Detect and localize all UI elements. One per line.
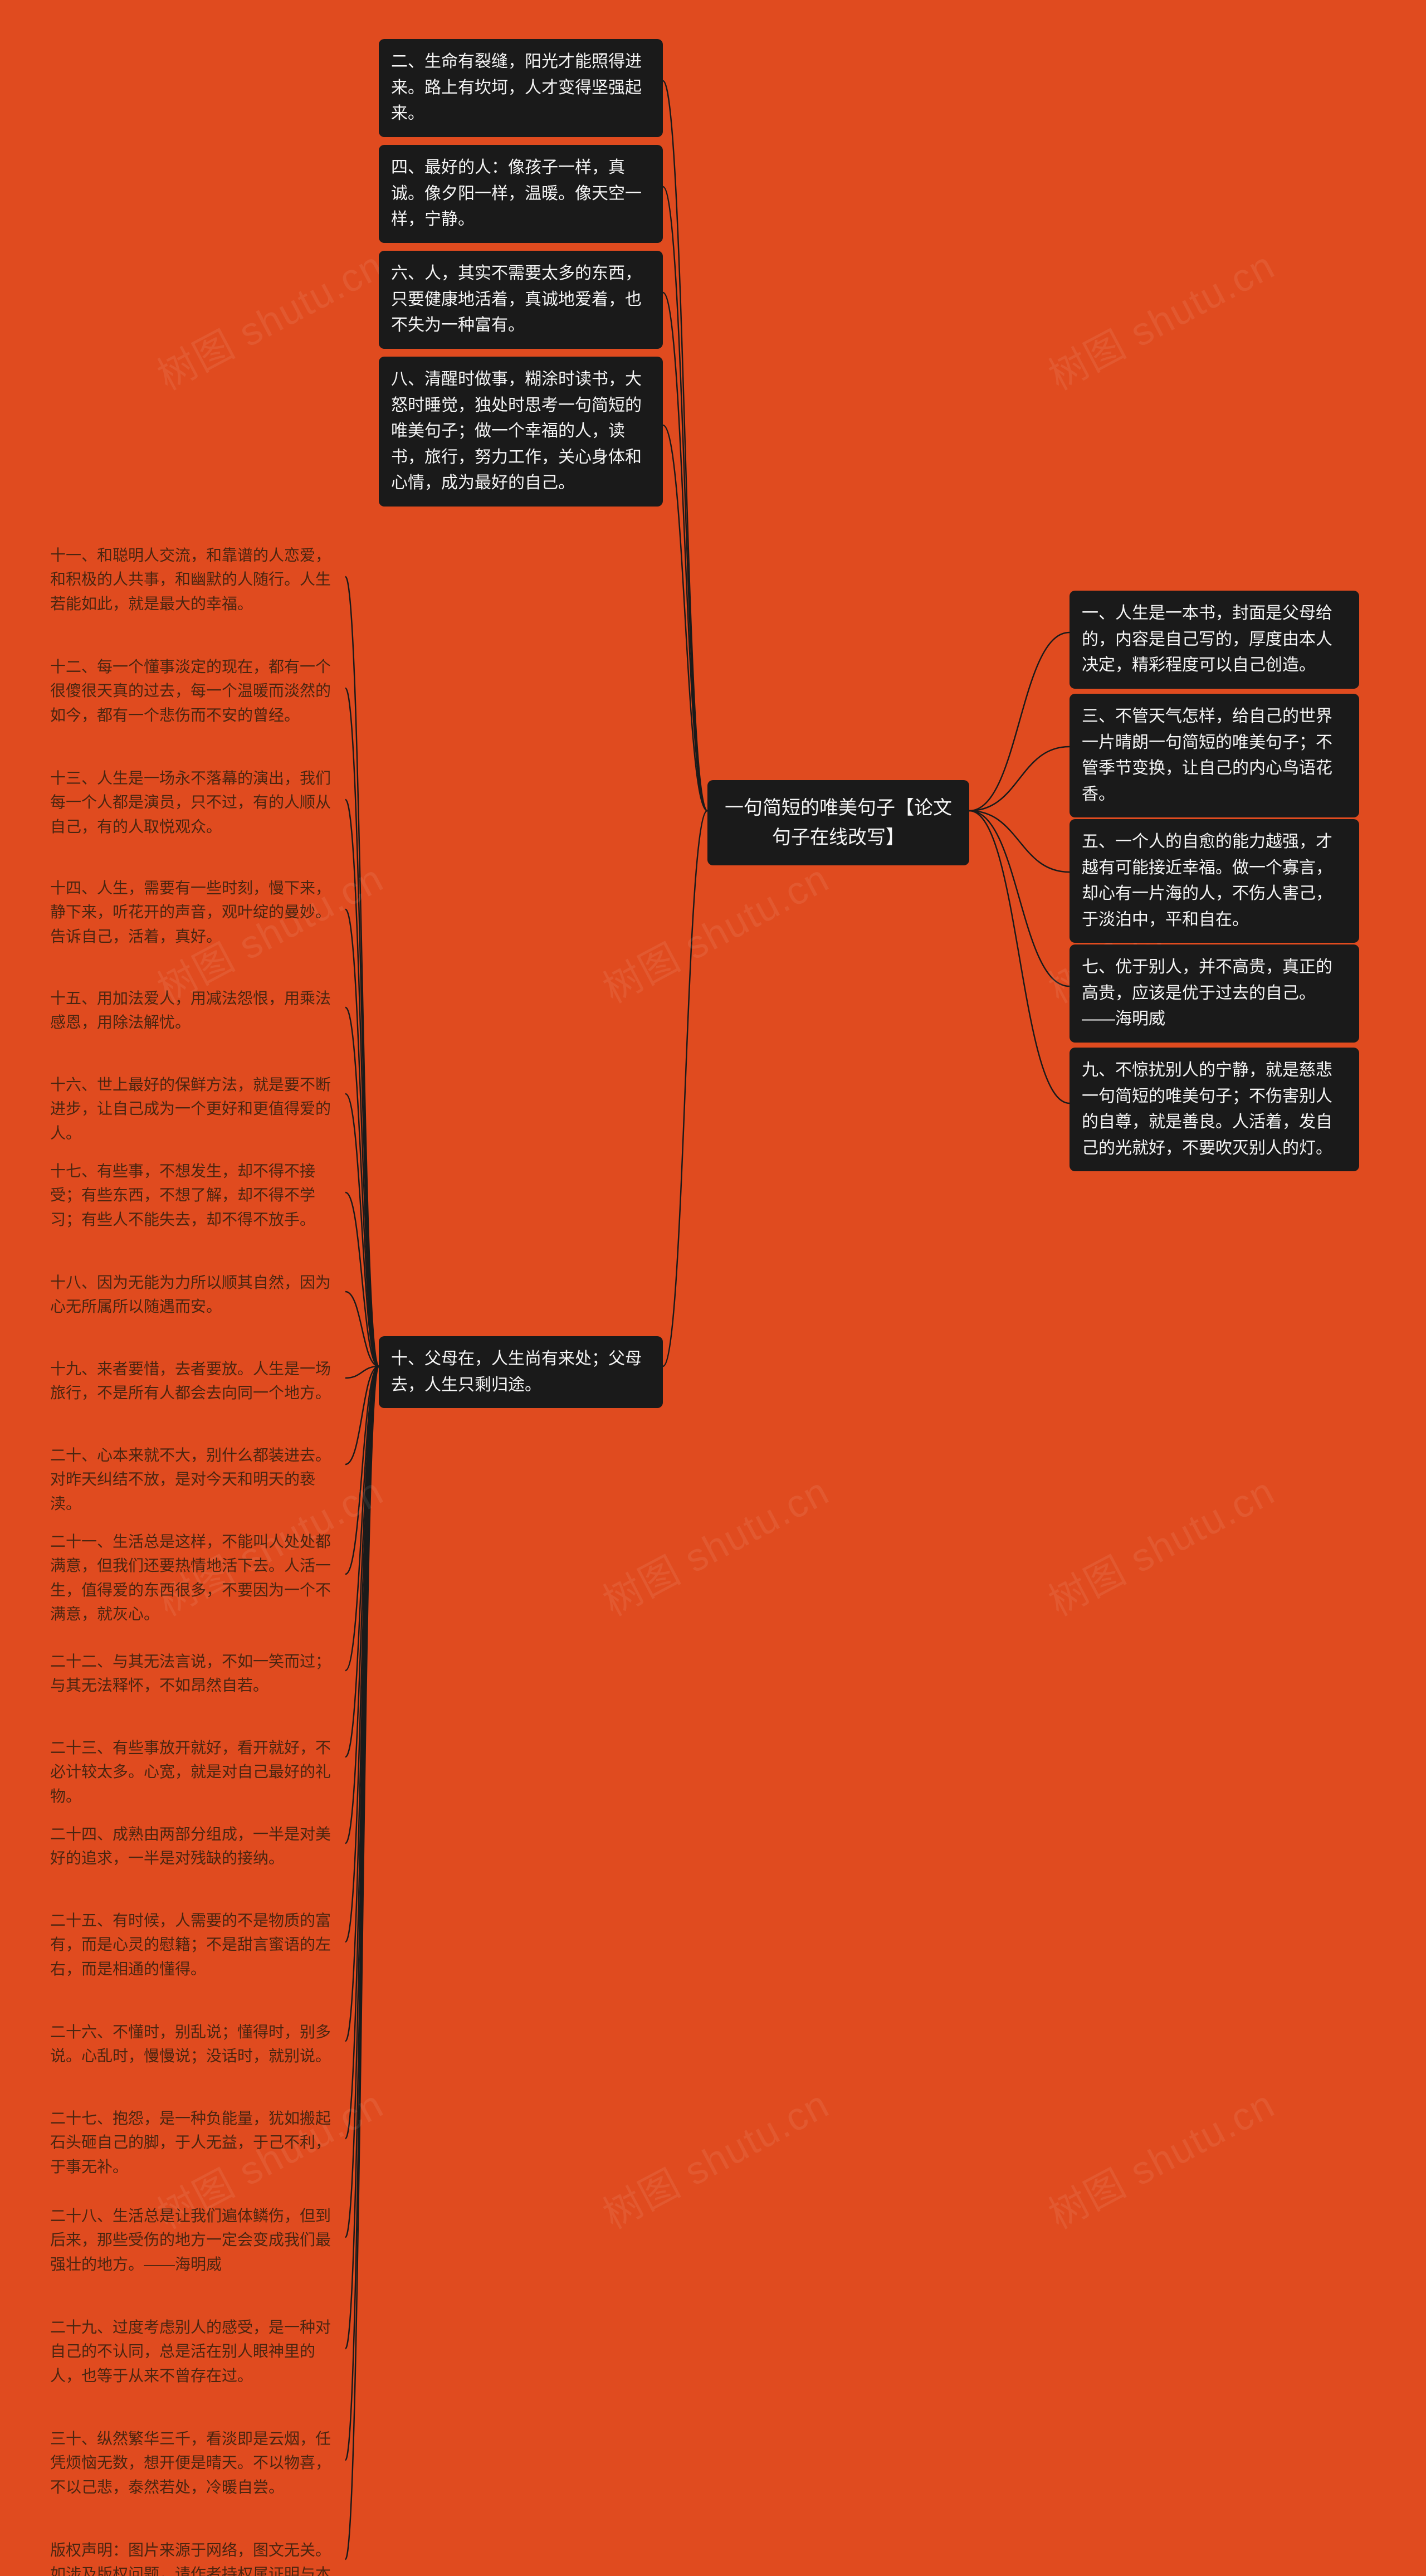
node-left-2: 二、生命有裂缝，阳光才能照得进来。路上有坎坷，人才变得坚强起来。	[379, 39, 663, 137]
node-left-8: 八、清醒时做事，糊涂时读书，大怒时睡觉，独处时思考一句简短的唯美句子；做一个幸福…	[379, 357, 663, 507]
watermark: 树图 shutu.cn	[592, 848, 837, 1014]
node-right-7: 七、优于别人，并不高贵，真正的高贵，应该是优于过去的自己。——海明威	[1070, 944, 1359, 1043]
subnode-22: 二十二、与其无法言说，不如一笑而过；与其无法释怀，不如昂然自若。	[50, 1649, 345, 1698]
subnode-14: 十四、人生，需要有一些时刻，慢下来，静下来，听花开的声音，观叶绽的曼妙。告诉自己…	[50, 876, 345, 948]
subnode-19: 十九、来者要惜，去者要放。人生是一场旅行，不是所有人都会去向同一个地方。	[50, 1357, 345, 1405]
watermark: 树图 shutu.cn	[592, 1460, 837, 1627]
subnode-17: 十七、有些事，不想发生，却不得不接受；有些东西，不想了解，却不得不学习；有些人不…	[50, 1159, 345, 1231]
subnode-27: 二十七、抱怨，是一种负能量，犹如搬起石头砸自己的脚，于人无益，于己不利，于事无补…	[50, 2106, 345, 2179]
subnode-29: 二十九、过度考虑别人的感受，是一种对自己的不认同，总是活在别人眼神里的人，也等于…	[50, 2315, 345, 2388]
watermark: 树图 shutu.cn	[1037, 2073, 1283, 2240]
subnode-15: 十五、用加法爱人，用减法怨恨，用乘法感恩，用除法解忧。	[50, 986, 345, 1035]
subnode-11: 十一、和聪明人交流，和靠谱的人恋爱，和积极的人共事，和幽默的人随行。人生若能如此…	[50, 543, 345, 616]
center-node: 一句简短的唯美句子【论文句子在线改写】	[707, 780, 969, 865]
node-left-4: 四、最好的人：像孩子一样，真诚。像夕阳一样，温暖。像天空一样，宁静。	[379, 145, 663, 243]
subnode-20: 二十、心本来就不大，别什么都装进去。对昨天纠结不放，是对今天和明天的亵渎。	[50, 1443, 345, 1516]
subnode-13: 十三、人生是一场永不落幕的演出，我们每一个人都是演员，只不过，有的人顺从自己，有…	[50, 766, 345, 839]
subnode-24: 二十四、成熟由两部分组成，一半是对美好的追求，一半是对残缺的接纳。	[50, 1822, 345, 1871]
subnode-26: 二十六、不懂时，别乱说；懂得时，别多说。心乱时，慢慢说；没话时，就别说。	[50, 2020, 345, 2068]
watermark: 树图 shutu.cn	[1037, 235, 1283, 401]
subnode-25: 二十五、有时候，人需要的不是物质的富有，而是心灵的慰籍；不是甜言蜜语的左右，而是…	[50, 1908, 345, 1981]
watermark: 树图 shutu.cn	[146, 235, 392, 401]
node-left-6: 六、人，其实不需要太多的东西，只要健康地活着，真诚地爱着，也不失为一种富有。	[379, 251, 663, 349]
subnode-30: 三十、纵然繁华三千，看淡即是云烟，任凭烦恼无数，想开便是晴天。不以物喜，不以己悲…	[50, 2427, 345, 2499]
subnode-21: 二十一、生活总是这样，不能叫人处处都满意，但我们还要热情地活下去。人活一生，值得…	[50, 1530, 345, 1627]
node-right-1: 一、人生是一本书，封面是父母给的，内容是自己写的，厚度由本人决定，精彩程度可以自…	[1070, 591, 1359, 689]
subnode-28: 二十八、生活总是让我们遍体鳞伤，但到后来，那些受伤的地方一定会变成我们最强壮的地…	[50, 2204, 345, 2276]
node-right-3: 三、不管天气怎样，给自己的世界一片晴朗一句简短的唯美句子；不管季节变换，让自己的…	[1070, 694, 1359, 817]
subnode-copyright: 版权声明：图片来源于网络，图文无关。如涉及版权问题，请作者持权属证明与本网联系	[50, 2538, 345, 2576]
watermark: 树图 shutu.cn	[592, 2073, 837, 2240]
subnode-18: 十八、因为无能为力所以顺其自然，因为心无所属所以随遇而安。	[50, 1270, 345, 1319]
subnode-23: 二十三、有些事放开就好，看开就好，不必计较太多。心宽，就是对自己最好的礼物。	[50, 1736, 345, 1808]
watermark: 树图 shutu.cn	[1037, 1460, 1283, 1627]
mindmap-canvas: 树图 shutu.cn 树图 shutu.cn 树图 shutu.cn 树图 s…	[0, 0, 1426, 2576]
subnode-16: 十六、世上最好的保鲜方法，就是要不断进步，让自己成为一个更好和更值得爱的人。	[50, 1073, 345, 1145]
node-left-10: 十、父母在，人生尚有来处；父母去，人生只剩归途。	[379, 1336, 663, 1408]
subnode-12: 十二、每一个懂事淡定的现在，都有一个很傻很天真的过去，每一个温暖而淡然的如今，都…	[50, 655, 345, 727]
node-right-9: 九、不惊扰别人的宁静，就是慈悲一句简短的唯美句子；不伤害别人的自尊，就是善良。人…	[1070, 1048, 1359, 1171]
node-right-5: 五、一个人的自愈的能力越强，才越有可能接近幸福。做一个寡言，却心有一片海的人，不…	[1070, 819, 1359, 943]
